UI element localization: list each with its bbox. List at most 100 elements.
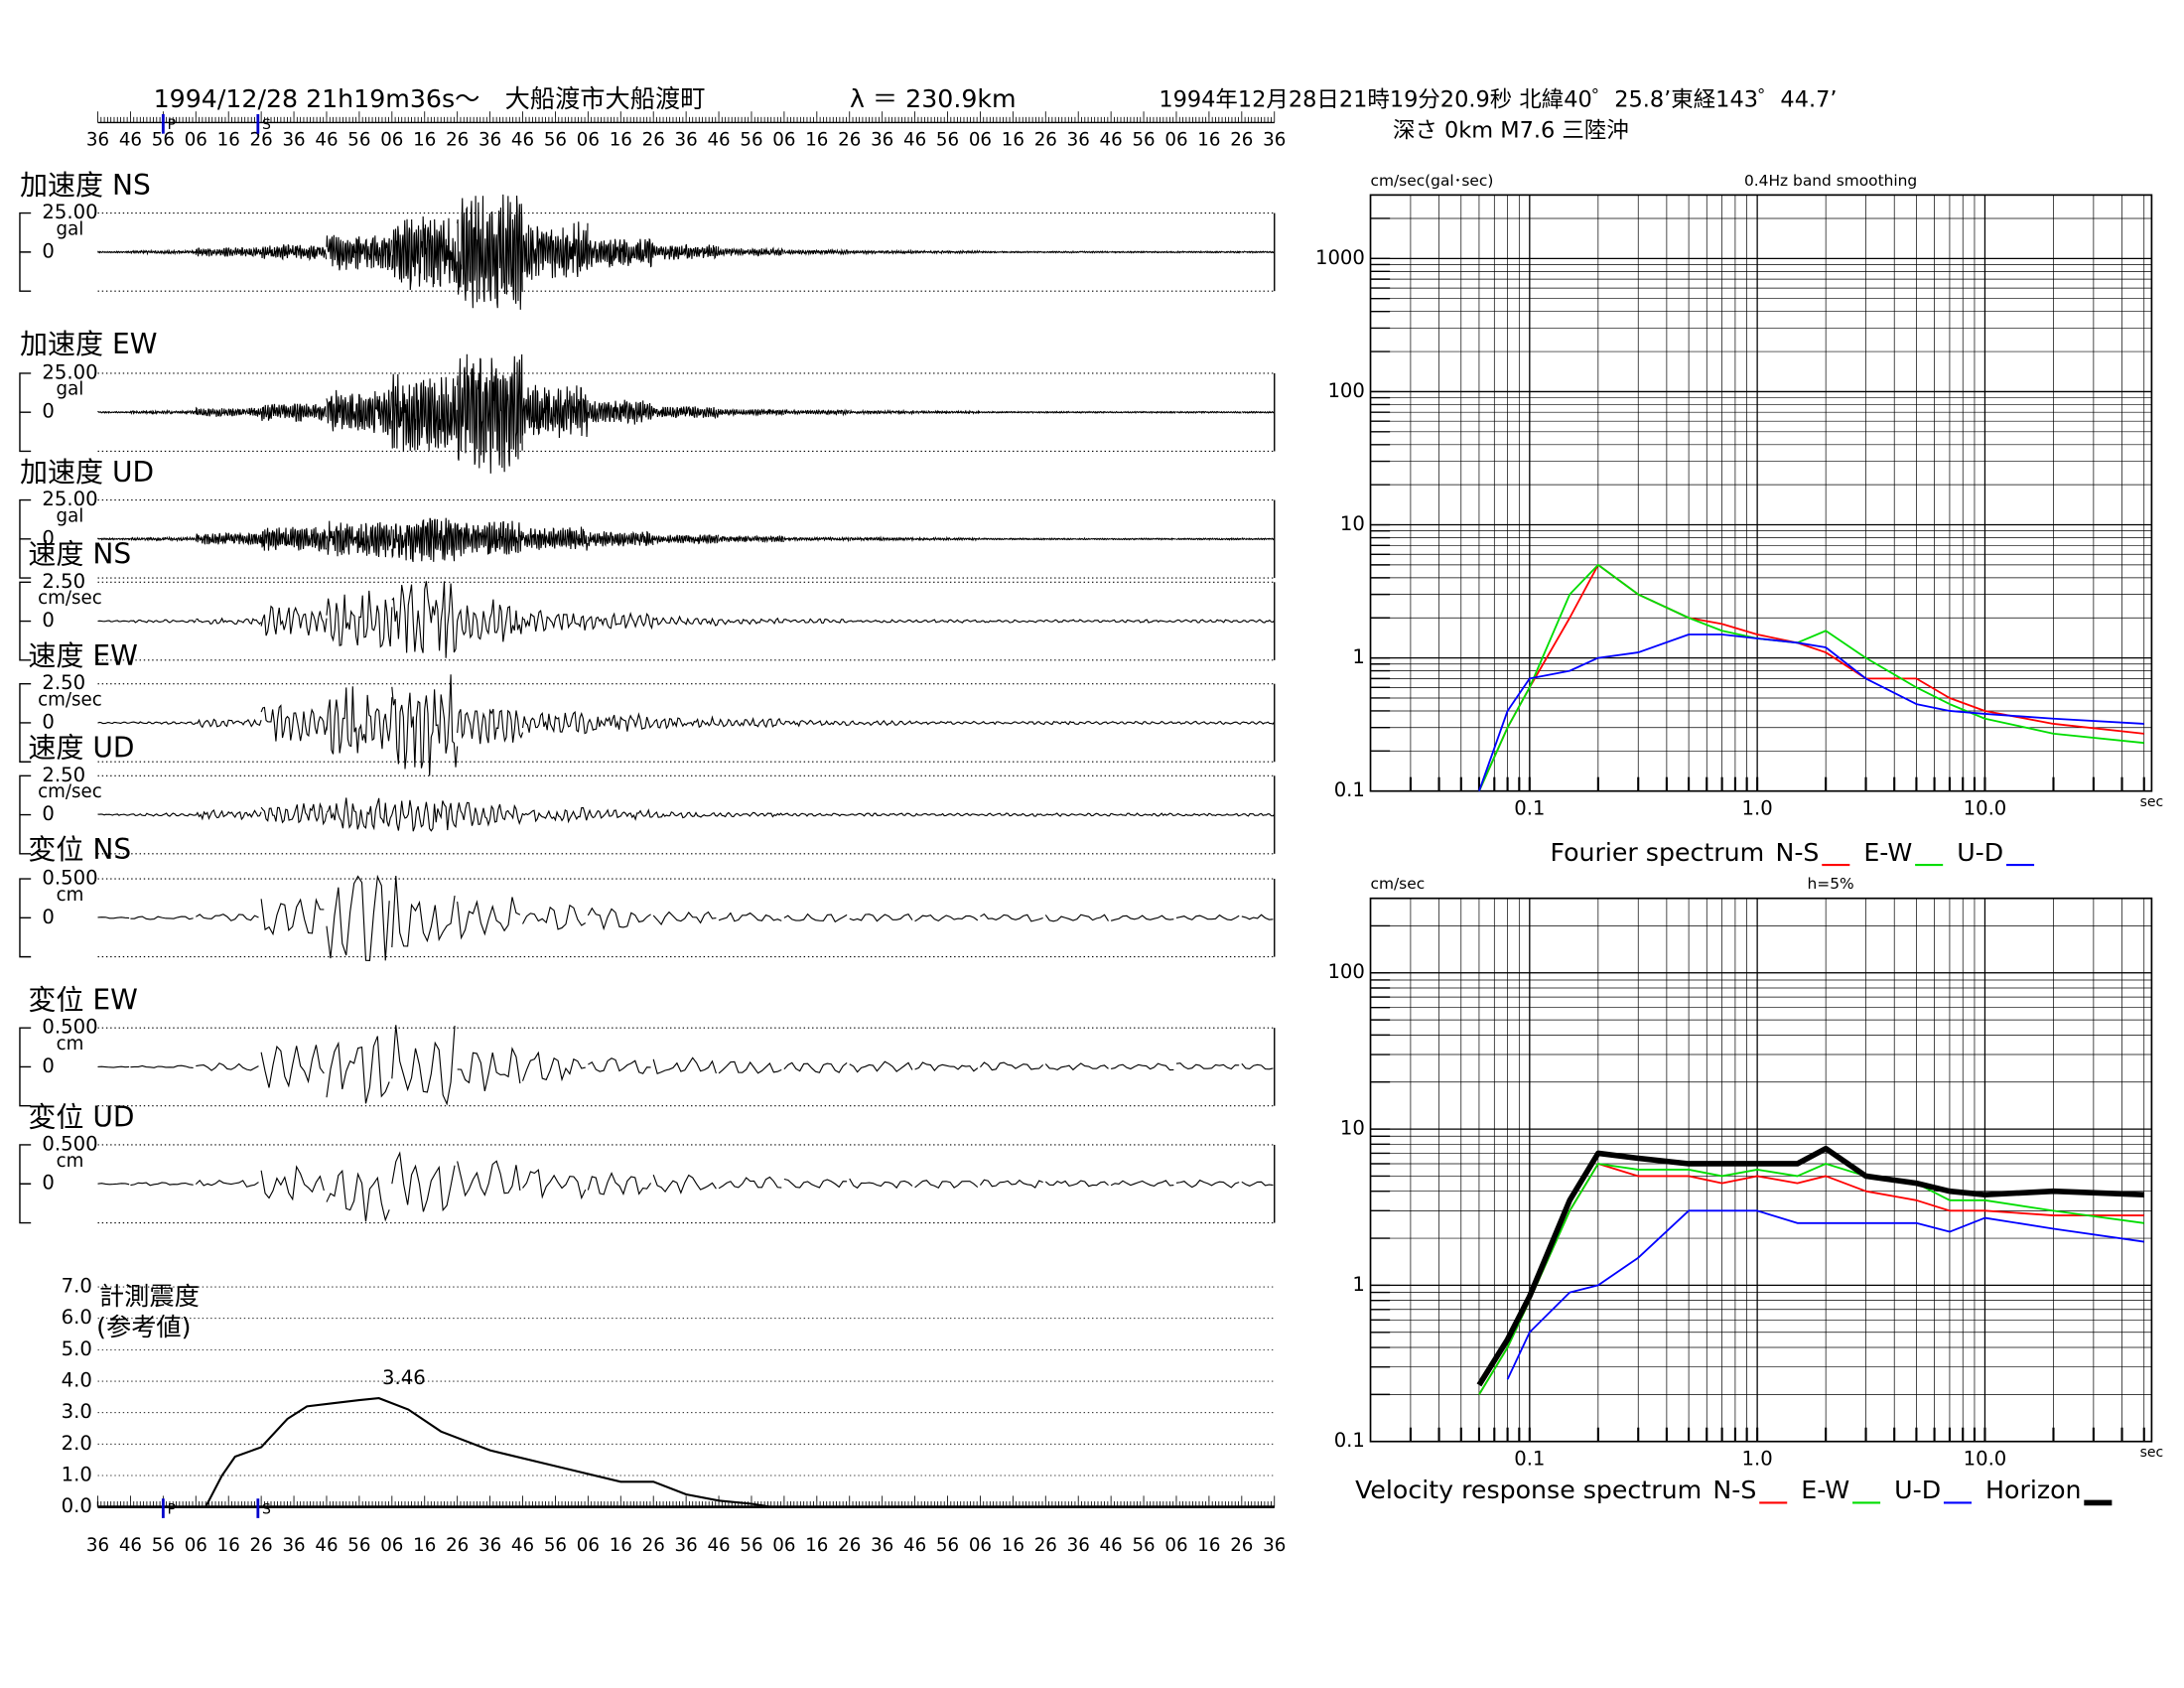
trace-zero: 0	[42, 239, 55, 262]
waveform-segment	[1241, 812, 1276, 817]
time-tick-label: 36	[1263, 130, 1286, 151]
waveform-segment	[195, 406, 262, 418]
waveform-segment	[326, 234, 392, 271]
waveform-segment	[849, 408, 915, 416]
waveform-segment	[97, 813, 131, 816]
waveform-segment	[130, 812, 197, 817]
waveform-segment	[196, 617, 262, 626]
spectrum-line	[1478, 1163, 2144, 1395]
phase-label: P	[168, 1501, 176, 1517]
waveform-segment	[260, 704, 328, 742]
waveform-segment	[849, 914, 913, 922]
time-tick-label: 06	[772, 1535, 795, 1556]
legend-label: E-W	[1863, 838, 1912, 867]
time-tick-label: 46	[511, 1535, 534, 1556]
waveform-segment	[914, 1180, 979, 1190]
waveform-segment	[457, 1160, 521, 1197]
time-tick-label: 46	[707, 1535, 730, 1556]
waveform-segment	[1044, 1062, 1109, 1071]
trace-label: 変位 EW	[28, 983, 137, 1016]
waveform-segment	[980, 410, 1046, 415]
trace-bracket	[19, 372, 32, 453]
waveform-segment	[260, 1045, 325, 1088]
y-tick-label: 3.0	[62, 1400, 92, 1423]
y-axis-unit: cm/sec(gal･sec)	[1371, 172, 1494, 190]
trace-label: 加速度 UD	[20, 456, 154, 489]
waveform-segment	[783, 408, 850, 417]
y-tick-label: 0.1	[1334, 1429, 1365, 1452]
waveform-segment	[196, 1062, 259, 1071]
waveform-segment	[522, 806, 589, 824]
waveform-segment	[130, 1064, 194, 1068]
waveform-segment	[326, 520, 392, 558]
time-tick-label: 06	[577, 1535, 600, 1556]
waveform-segment	[1241, 914, 1274, 920]
waveform-segment	[130, 619, 197, 624]
time-tick-label: 26	[1230, 130, 1253, 151]
waveform-segment	[97, 721, 131, 725]
waveform-segment	[718, 534, 785, 544]
waveform-segment	[1241, 720, 1276, 725]
trace-label: 速度 EW	[28, 639, 137, 672]
waveform-segment	[260, 244, 328, 262]
time-tick-label: 26	[1230, 1535, 1253, 1556]
y-tick-label: 0.0	[62, 1494, 92, 1517]
time-tick-label: 26	[250, 130, 273, 151]
trace-label: 変位 UD	[28, 1100, 134, 1133]
waveform-segment	[521, 384, 589, 438]
waveform-segment	[849, 248, 915, 256]
waveform-segment	[1175, 1179, 1240, 1189]
waveform-segment	[97, 410, 131, 415]
waveform-segment	[718, 246, 784, 257]
waveform-segment	[1045, 619, 1112, 624]
time-tick-label: 46	[903, 130, 926, 151]
trace-unit: cm/sec	[38, 781, 102, 802]
waveform-segment	[1175, 1062, 1240, 1070]
time-tick-label: 56	[347, 130, 370, 151]
trace-label: 変位 NS	[28, 833, 131, 866]
y-tick-label: 10	[1340, 1117, 1365, 1140]
spectrum-line	[1478, 1163, 2144, 1395]
waveform-segment	[326, 389, 392, 436]
waveform-segment	[1044, 249, 1112, 254]
y-tick-label: 1000	[1315, 246, 1365, 269]
waveform-segment	[587, 1172, 652, 1196]
intensity-subtitle: (参考値)	[96, 1313, 191, 1341]
waveform-segment	[326, 686, 393, 755]
waveform-segment	[391, 1151, 456, 1212]
waveform-segment	[195, 531, 262, 546]
trace-zero: 0	[42, 802, 55, 825]
waveform-segment	[130, 248, 197, 256]
intensity-title: 計測震度	[99, 1282, 200, 1311]
waveform-segment	[521, 710, 589, 735]
waveform-segment	[130, 915, 194, 920]
time-tick-label: 06	[185, 1535, 207, 1556]
trace-scale: 2.50	[42, 570, 85, 593]
waveform-segment	[914, 720, 981, 726]
waveform-segment	[849, 719, 915, 727]
trace-label: 速度 UD	[28, 732, 134, 765]
waveform-segment	[1110, 914, 1174, 921]
spectrum-line	[1476, 1145, 2144, 1387]
trace-scale: 25.00	[42, 488, 97, 510]
chart-title: 0.4Hz band smoothing	[1744, 172, 1917, 190]
waveform-segment	[1175, 720, 1243, 726]
waveform-segment	[1110, 812, 1177, 817]
trace-unit: cm	[57, 1034, 84, 1055]
waveform-segment	[718, 407, 785, 418]
waveform-segment	[1045, 536, 1112, 541]
time-tick-label: 06	[380, 130, 403, 151]
waveform-segment	[457, 520, 523, 557]
waveform-segment	[652, 243, 720, 260]
trace-scale: 0.500	[42, 1132, 97, 1155]
time-tick-label: 56	[936, 1535, 959, 1556]
waveform-segment	[849, 619, 915, 624]
trace-unit: cm/sec	[38, 588, 102, 609]
trace-zero: 0	[42, 526, 55, 549]
waveform-segment	[1044, 812, 1112, 817]
trace-unit: gal	[57, 218, 84, 239]
waveform-segment	[260, 526, 328, 552]
waveform-segment	[718, 617, 785, 626]
waveform-segment	[849, 535, 915, 543]
y-tick-label: 1	[1352, 645, 1364, 668]
